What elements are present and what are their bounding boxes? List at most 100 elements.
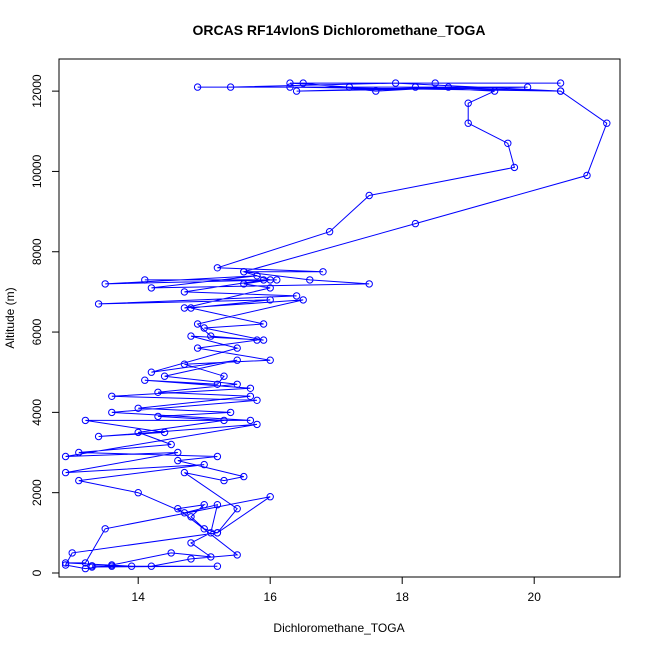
data-point	[61, 468, 70, 477]
data-point	[464, 99, 472, 107]
y-tick-label: 6000	[30, 318, 44, 345]
data-point	[134, 489, 142, 497]
x-axis: 14 16 18 20	[132, 576, 542, 604]
y-tick-label: 0	[30, 569, 44, 576]
y-tick-label: 2000	[30, 479, 44, 506]
data-point	[193, 83, 202, 91]
data-point	[220, 416, 228, 425]
data-point	[253, 336, 261, 344]
data-point	[207, 332, 215, 340]
data-point	[246, 384, 255, 392]
y-tick-label: 12000	[30, 74, 44, 108]
data-point	[174, 456, 182, 465]
data-point	[193, 344, 202, 352]
data-point	[266, 356, 274, 364]
data-point	[226, 83, 235, 91]
data-point	[61, 559, 70, 567]
data-point	[266, 493, 274, 501]
data-point	[154, 412, 162, 421]
data-point	[174, 448, 182, 457]
data-point	[345, 83, 354, 91]
data-point	[108, 561, 116, 569]
data-point	[180, 288, 189, 296]
data-point	[213, 529, 222, 537]
data-point	[292, 87, 301, 95]
data-point	[88, 563, 96, 571]
data-point	[510, 163, 519, 172]
data-point	[253, 272, 261, 280]
data-point	[233, 380, 241, 388]
data-point	[523, 83, 532, 91]
data-point	[167, 440, 175, 449]
data-point	[411, 219, 420, 228]
data-point	[411, 83, 420, 91]
data-point	[372, 87, 380, 95]
data-point	[259, 320, 268, 328]
data-point	[299, 79, 307, 87]
data-point	[187, 513, 195, 521]
x-axis-label: Dichloromethane_TOGA	[273, 621, 404, 635]
data-point	[556, 87, 565, 95]
data-point	[464, 119, 472, 127]
data-point	[167, 549, 175, 557]
data-point	[391, 79, 400, 87]
data-point	[174, 505, 182, 513]
data-point	[68, 549, 76, 557]
data-point	[134, 404, 142, 412]
data-point	[253, 396, 261, 404]
x-tick-label: 20	[528, 590, 542, 604]
data-point	[246, 416, 255, 425]
data-point	[94, 300, 103, 308]
data-point	[200, 324, 208, 332]
y-tick-label: 4000	[30, 399, 44, 426]
data-point	[603, 119, 611, 127]
data-point	[160, 372, 169, 380]
data-point	[240, 268, 248, 276]
data-point	[81, 564, 90, 573]
data-point	[101, 525, 109, 533]
data-point	[431, 79, 439, 87]
data-point	[233, 505, 241, 513]
x-tick-label: 14	[132, 590, 146, 604]
data-series	[61, 79, 611, 573]
data-point	[556, 79, 565, 87]
data-point	[240, 472, 248, 481]
data-point	[325, 228, 334, 236]
data-point	[81, 416, 90, 425]
data-point	[266, 296, 274, 304]
data-point	[233, 551, 241, 559]
data-point	[504, 139, 512, 148]
data-point	[141, 276, 149, 284]
data-point	[134, 428, 142, 437]
y-tick-label: 8000	[30, 238, 44, 265]
data-point	[246, 392, 255, 400]
data-point	[61, 452, 70, 461]
data-point	[101, 280, 109, 288]
x-tick-label: 16	[264, 590, 278, 604]
data-point	[365, 191, 373, 200]
data-point	[306, 276, 314, 284]
data-point	[187, 555, 195, 563]
data-point	[200, 460, 208, 469]
data-point	[147, 562, 156, 570]
data-point	[226, 408, 235, 417]
data-point	[94, 432, 103, 441]
data-point	[61, 561, 70, 569]
data-point	[75, 448, 83, 457]
y-axis: 0 2000 4000 6000 8000 10000 12000	[30, 74, 60, 576]
data-point	[213, 264, 222, 272]
data-point	[127, 562, 136, 570]
data-point	[200, 501, 208, 509]
data-point	[233, 356, 241, 364]
data-point	[233, 344, 241, 352]
data-point	[187, 332, 195, 340]
data-point	[365, 280, 373, 288]
data-point	[147, 284, 156, 292]
data-point	[108, 392, 116, 400]
data-point	[75, 476, 83, 485]
data-point	[220, 476, 228, 485]
data-point	[213, 452, 222, 461]
data-point	[180, 304, 189, 312]
data-point	[292, 292, 301, 300]
